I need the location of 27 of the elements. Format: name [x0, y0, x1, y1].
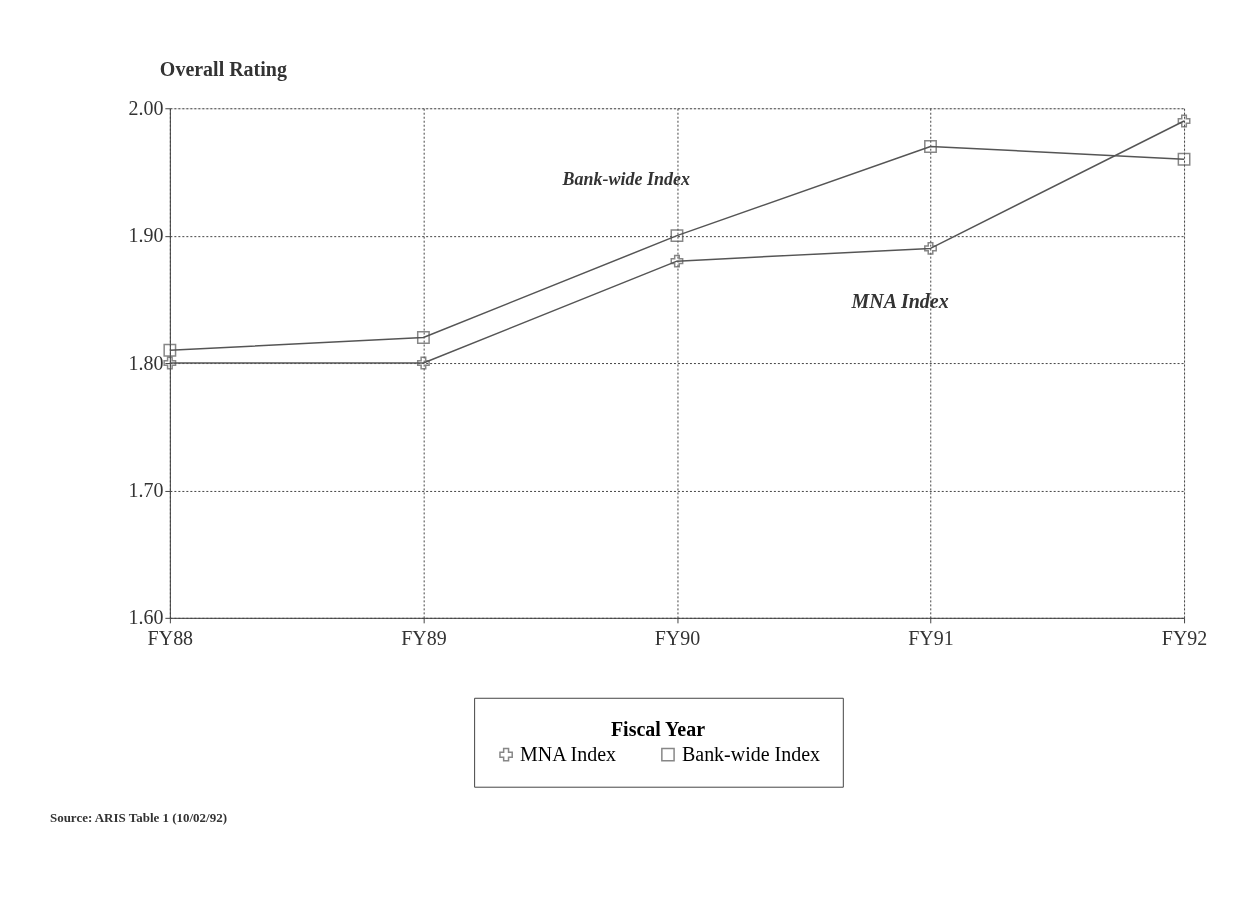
- legend-label: Bank-wide Index: [681, 742, 821, 765]
- point: [670, 229, 684, 243]
- annotation: Bank-wide Index: [561, 168, 690, 189]
- x-tick-label: FY91: [908, 627, 954, 650]
- y-tick-label: 2.00: [128, 96, 164, 119]
- point: [416, 356, 430, 370]
- point: [924, 241, 937, 255]
- point: [924, 140, 937, 153]
- x-tick-label: FY90: [654, 627, 701, 650]
- legend-label: MNA Index: [520, 742, 617, 765]
- point: [1177, 152, 1191, 166]
- x-tick-label: FY88: [147, 627, 194, 650]
- y-tick-label: 1.90: [128, 224, 164, 247]
- point: [163, 343, 177, 357]
- legend-title: Fiscal Year: [610, 717, 706, 740]
- y-tick-label: 1.80: [128, 351, 164, 374]
- x-tick-label: FY92: [1161, 627, 1208, 650]
- source-note: Source: ARIS Table 1 (10/02/92): [49, 809, 227, 825]
- x-tick-label: FY89: [401, 627, 447, 650]
- y-tick-label: 1.70: [128, 478, 164, 501]
- point: [416, 331, 430, 345]
- annotation: MNA Index: [850, 289, 949, 312]
- y-axis-title: Overall Rating: [159, 58, 287, 82]
- point: [670, 254, 684, 268]
- point: [163, 356, 177, 370]
- y-tick-label: 1.60: [128, 606, 164, 629]
- point: [1177, 114, 1191, 128]
